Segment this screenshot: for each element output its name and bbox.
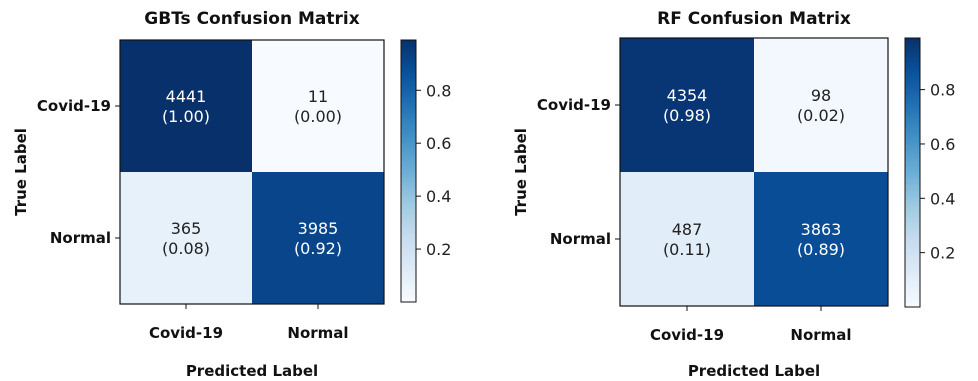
x-tick-label: Normal — [287, 324, 348, 342]
x-tick-label: Normal — [790, 326, 851, 344]
cell-normal-covid-19 — [620, 172, 754, 306]
matrix-frame — [619, 37, 889, 307]
chart-title: RF Confusion Matrix — [657, 9, 851, 29]
cell-fraction-label: (0.98) — [663, 106, 711, 125]
cell-count-label: 11 — [308, 87, 328, 106]
cell-count-label: 4441 — [166, 87, 207, 106]
colorbar-tick-label: 0.4 — [930, 189, 955, 208]
cell-fraction-label: (0.02) — [797, 106, 845, 125]
cell-count-label: 487 — [672, 220, 703, 239]
x-tick-label: Covid-19 — [650, 326, 724, 344]
gbts-confusion-matrix: GBTs Confusion Matrix 4441(1.00) 11(0.00) 3… — [12, 9, 451, 380]
y-tick-label: Normal — [550, 230, 611, 248]
colorbar — [400, 39, 417, 303]
x-axis-label: Predicted Label — [688, 362, 820, 380]
cell-covid-19-normal — [252, 40, 384, 172]
cell-normal-normal — [252, 172, 384, 304]
cell-fraction-label: (1.00) — [162, 107, 210, 126]
cell-fraction-label: (0.00) — [294, 107, 342, 126]
y-tick-label: Covid-19 — [537, 96, 611, 114]
cell-fraction-label: (0.89) — [797, 240, 845, 259]
colorbar-tick-label: 0.8 — [930, 81, 955, 100]
y-axis-label: True Label — [12, 128, 30, 216]
cell-fraction-label: (0.11) — [663, 240, 711, 259]
colorbar-tick-label: 0.4 — [426, 187, 451, 206]
y-axis-label: True Label — [512, 128, 530, 216]
colorbar-tick-label: 0.6 — [930, 135, 955, 154]
colorbar-tick-label: 0.2 — [930, 244, 955, 263]
y-tick-label: Normal — [50, 229, 111, 247]
cell-covid-19-covid-19 — [620, 38, 754, 172]
cell-count-label: 3863 — [801, 220, 842, 239]
cell-fraction-label: (0.08) — [162, 239, 210, 258]
cell-normal-normal — [754, 172, 888, 306]
cell-count-label: 98 — [811, 86, 831, 105]
cell-covid-19-covid-19 — [120, 40, 252, 172]
rf-confusion-matrix: RF Confusion Matrix 4354(0.98) 98(0.02) 487… — [512, 9, 955, 380]
cell-covid-19-normal — [754, 38, 888, 172]
y-tick-label: Covid-19 — [37, 97, 111, 115]
x-axis-label: Predicted Label — [186, 362, 318, 380]
cell-count-label: 4354 — [667, 86, 708, 105]
colorbar — [904, 37, 921, 308]
cell-count-label: 365 — [171, 219, 202, 238]
chart-title: GBTs Confusion Matrix — [144, 9, 359, 29]
colorbar-tick-label: 0.6 — [426, 134, 451, 153]
colorbar-tick-label: 0.8 — [426, 81, 451, 100]
colorbar-tick-label: 0.2 — [426, 240, 451, 259]
x-tick-label: Covid-19 — [149, 324, 223, 342]
cell-normal-covid-19 — [120, 172, 252, 304]
cell-fraction-label: (0.92) — [294, 239, 342, 258]
matrix-frame — [119, 39, 385, 305]
cell-count-label: 3985 — [298, 219, 339, 238]
